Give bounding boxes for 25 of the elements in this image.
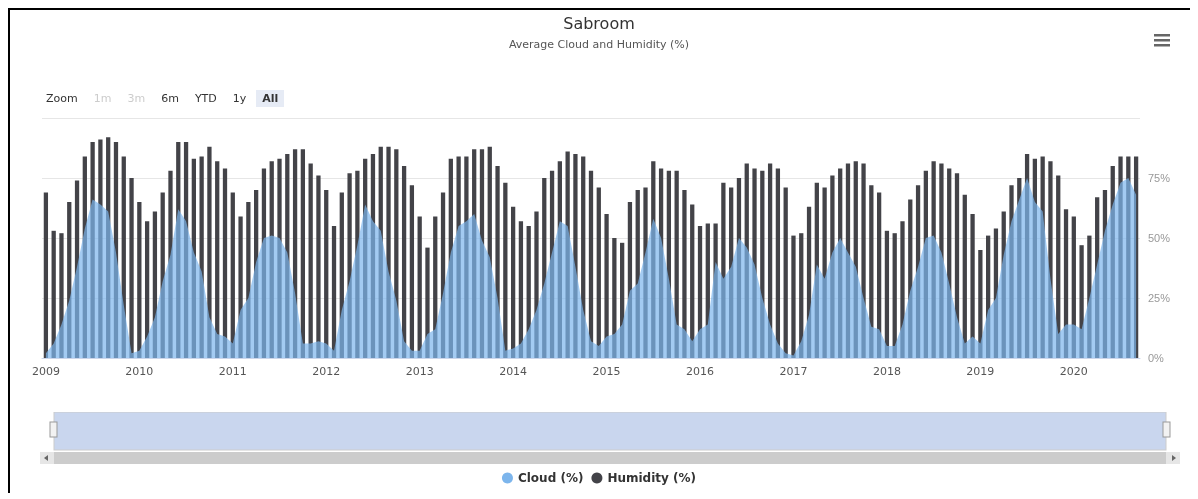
- x-tick-label: 2009: [31, 365, 60, 378]
- x-tick-label: 2016: [686, 365, 715, 378]
- x-tick-label: 2019: [966, 365, 995, 378]
- y-tick-label: 75%: [1148, 172, 1171, 184]
- text: YTD: [193, 91, 218, 107]
- x-tick-label: 2014: [499, 365, 528, 378]
- x-tick-label: 2018: [872, 365, 901, 378]
- x-tick-label: 2010: [125, 365, 154, 378]
- y-tick-label: 25%: [1148, 292, 1171, 304]
- x-tick-label: 2017: [779, 365, 808, 378]
- text: 1y: [231, 91, 248, 107]
- x-tick-label: 2020: [1059, 365, 1088, 378]
- x-tick-label: 2011: [218, 365, 247, 378]
- text: Zoom: [45, 91, 79, 107]
- text: 6m: [160, 91, 180, 107]
- x-tick-label: 2015: [592, 365, 621, 378]
- y-tick-label: 0%: [1148, 352, 1165, 364]
- chart-title: Sabroom: [563, 13, 635, 33]
- x-tick-label: 2012: [312, 365, 341, 378]
- text: All: [256, 90, 285, 107]
- chart-subtitle: Average Cloud and Humidity (%): [508, 38, 690, 51]
- x-tick-label: 2013: [405, 365, 434, 378]
- legend-label: Humidity (%): [607, 471, 697, 485]
- legend-label: Cloud (%): [517, 471, 584, 485]
- y-tick-label: 50%: [1148, 232, 1171, 244]
